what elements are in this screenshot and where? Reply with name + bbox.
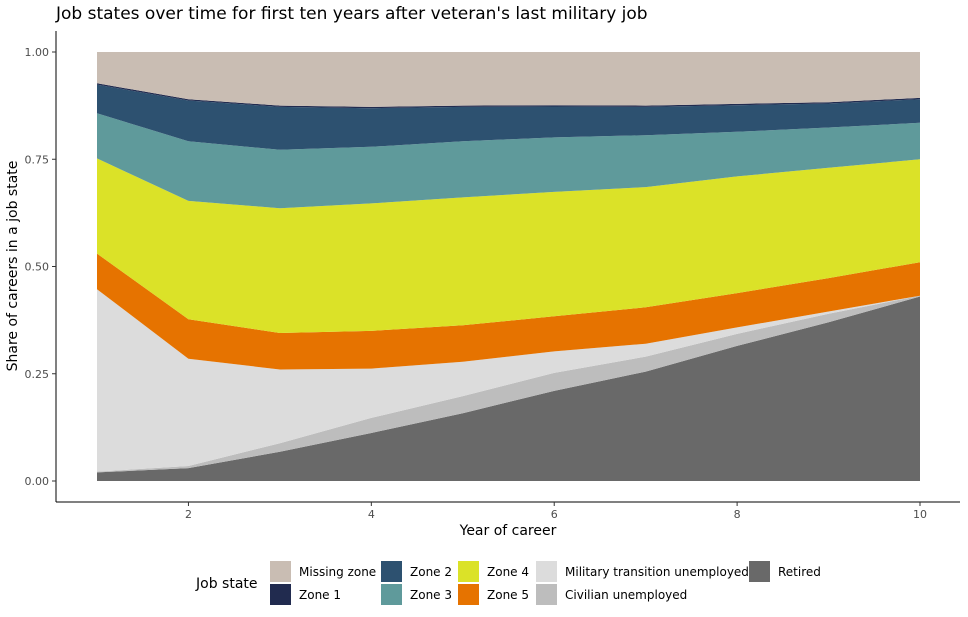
chart-title: Job states over time for first ten years… — [55, 4, 648, 24]
legend-label-civilian-unemployed: Civilian unemployed — [565, 588, 687, 602]
y-tick-label: 0.00 — [25, 475, 50, 488]
stacked-areas — [97, 52, 920, 481]
legend-label-retired: Retired — [778, 565, 821, 579]
legend-label-zone-4: Zone 4 — [487, 565, 529, 579]
legend-items: Missing zone Zone 1 Zone 2 Zone 3 Zone 4 Zone… — [270, 561, 821, 605]
area-zone-4 — [97, 158, 920, 333]
y-tick-label: 0.75 — [25, 153, 50, 166]
y-tick-label: 0.25 — [25, 368, 50, 381]
x-axis-title: Year of career — [459, 523, 557, 539]
legend-title: Job state — [195, 576, 258, 592]
legend-label-missing-zone: Missing zone — [299, 565, 376, 579]
area-missing-zone — [97, 52, 920, 107]
legend-label-military-transition-unemployed: Military transition unemployed — [565, 565, 749, 579]
legend-label-zone-2: Zone 2 — [410, 565, 452, 579]
legend-swatch-retired — [749, 561, 770, 582]
legend-swatch-zone-3 — [381, 584, 402, 605]
area-civilian-unemployed — [97, 295, 920, 473]
area-military-transition-unemployed — [97, 289, 920, 472]
y-tick-label: 1.00 — [25, 46, 50, 59]
y-axis-ticks: 0.00 0.25 0.50 0.75 1.00 — [25, 46, 56, 488]
legend-swatch-military-transition-unemployed — [536, 561, 557, 582]
legend-label-zone-3: Zone 3 — [410, 588, 452, 602]
legend-swatch-zone-1 — [270, 584, 291, 605]
area-zone-2 — [97, 84, 920, 150]
legend-swatch-zone-5 — [458, 584, 479, 605]
legend-label-zone-1: Zone 1 — [299, 588, 341, 602]
x-tick-label: 6 — [551, 508, 558, 521]
area-retired — [97, 296, 920, 481]
x-axis-ticks: 2 4 6 8 10 — [185, 502, 927, 521]
area-zone-3 — [97, 113, 920, 209]
legend-swatch-civilian-unemployed — [536, 584, 557, 605]
x-tick-label: 4 — [368, 508, 375, 521]
y-axis-title: Share of careers in a job state — [5, 161, 21, 372]
x-tick-label: 8 — [734, 508, 741, 521]
legend-swatch-zone-2 — [381, 561, 402, 582]
area-zone-5 — [97, 253, 920, 370]
legend-label-zone-5: Zone 5 — [487, 588, 529, 602]
legend-swatch-missing-zone — [270, 561, 291, 582]
x-tick-label: 2 — [185, 508, 192, 521]
legend: Job state Missing zone Zone 1 Zone 2 Zone 3… — [195, 561, 821, 605]
legend-swatch-zone-4 — [458, 561, 479, 582]
y-tick-label: 0.50 — [25, 261, 50, 274]
x-tick-label: 10 — [913, 508, 927, 521]
